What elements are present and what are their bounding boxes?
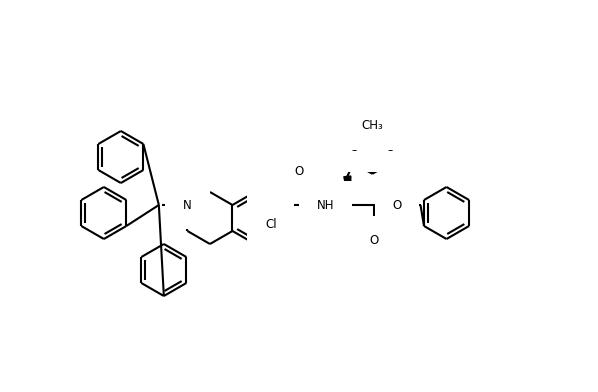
Text: Cl: Cl [265,218,277,231]
Text: N: N [183,198,192,212]
Text: CH₃: CH₃ [361,119,383,132]
Text: S: S [368,141,376,154]
Text: NH: NH [317,198,334,212]
Text: O: O [350,141,359,154]
Text: O: O [392,198,402,212]
Polygon shape [344,176,351,205]
Text: O: O [386,141,395,154]
Text: O: O [294,165,304,178]
Text: O: O [369,234,379,247]
Text: Cl: Cl [265,205,277,218]
